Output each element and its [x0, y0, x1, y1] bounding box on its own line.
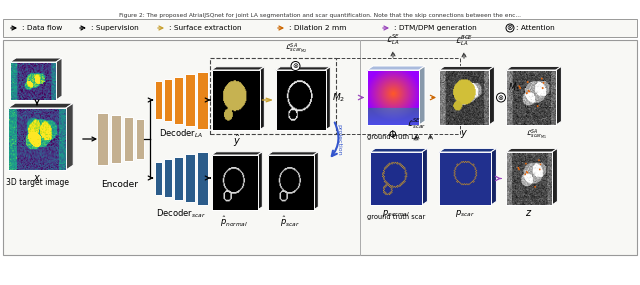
Polygon shape	[367, 66, 425, 70]
Text: $p_{normal}$: $p_{normal}$	[382, 208, 410, 219]
Bar	[196, 152, 207, 205]
Polygon shape	[56, 58, 62, 100]
Text: Decoder$_{scar}$: Decoder$_{scar}$	[156, 208, 206, 221]
Text: projection: projection	[337, 124, 342, 156]
Text: $\mathcal{L}^{SA}_{scar_{M1}}$: $\mathcal{L}^{SA}_{scar_{M1}}$	[525, 128, 547, 142]
Bar	[163, 79, 172, 121]
Text: $x$: $x$	[33, 173, 41, 183]
Text: ground truth scar: ground truth scar	[367, 214, 425, 220]
Bar	[3, 19, 637, 37]
Text: $\Phi$: $\Phi$	[388, 128, 397, 140]
Text: $\otimes$: $\otimes$	[497, 93, 504, 102]
Bar	[173, 76, 182, 123]
Bar	[136, 119, 143, 159]
Text: : Surface extraction: : Surface extraction	[169, 25, 242, 31]
Text: $p_{scar}$: $p_{scar}$	[455, 208, 475, 219]
Polygon shape	[211, 152, 262, 155]
Text: $\otimes$: $\otimes$	[292, 62, 299, 70]
Polygon shape	[10, 58, 62, 62]
Polygon shape	[439, 148, 497, 152]
Text: : DTM/DPM generation: : DTM/DPM generation	[394, 25, 477, 31]
Text: : Supervision: : Supervision	[91, 25, 139, 31]
Polygon shape	[556, 66, 561, 125]
Text: $\mathcal{L}^{BCE}_{LA}$: $\mathcal{L}^{BCE}_{LA}$	[455, 33, 473, 48]
Text: Decoder$_{LA}$: Decoder$_{LA}$	[159, 128, 203, 141]
Bar	[154, 81, 161, 119]
Polygon shape	[257, 152, 262, 210]
Bar	[196, 72, 207, 129]
Polygon shape	[506, 148, 557, 152]
Text: : Attention: : Attention	[516, 25, 555, 31]
Text: $\hat{p}_{scar}$: $\hat{p}_{scar}$	[280, 214, 301, 229]
Bar	[97, 113, 108, 165]
Bar	[184, 154, 195, 202]
Text: 3D target image: 3D target image	[6, 178, 68, 187]
Text: : Dilation 2 mm: : Dilation 2 mm	[289, 25, 346, 31]
Bar	[124, 117, 132, 161]
Polygon shape	[370, 148, 428, 152]
Text: $y$: $y$	[460, 128, 468, 140]
Polygon shape	[275, 67, 330, 70]
Polygon shape	[326, 67, 330, 130]
Circle shape	[291, 62, 300, 70]
Bar	[209, 58, 335, 134]
Text: $M_1$: $M_1$	[508, 81, 520, 93]
Text: $\otimes$: $\otimes$	[506, 23, 514, 32]
Polygon shape	[314, 152, 318, 210]
Text: $\mathcal{L}^{SE}_{LA}$: $\mathcal{L}^{SE}_{LA}$	[386, 32, 400, 47]
Circle shape	[497, 93, 506, 102]
Text: Figure 2: The proposed AtrialJSQnet for joint LA segmentation and scar quantific: Figure 2: The proposed AtrialJSQnet for …	[119, 13, 521, 17]
Polygon shape	[419, 66, 425, 125]
Polygon shape	[491, 148, 497, 205]
Polygon shape	[439, 66, 494, 70]
Bar	[3, 40, 637, 255]
Text: ground truth LA: ground truth LA	[367, 134, 419, 140]
Polygon shape	[8, 103, 73, 108]
Polygon shape	[259, 67, 264, 130]
Text: $\hat{y}$: $\hat{y}$	[234, 133, 241, 149]
Text: $M_2$: $M_2$	[332, 92, 345, 104]
Bar	[173, 156, 182, 199]
Bar	[111, 115, 120, 163]
Text: $\mathcal{L}^{SA}_{scar_{M2}}$: $\mathcal{L}^{SA}_{scar_{M2}}$	[285, 42, 307, 56]
Bar	[184, 74, 195, 126]
Polygon shape	[268, 152, 318, 155]
Text: : Data flow: : Data flow	[22, 25, 62, 31]
Text: $z$: $z$	[525, 208, 532, 218]
Polygon shape	[66, 103, 73, 170]
Polygon shape	[552, 148, 557, 205]
Bar	[154, 162, 161, 194]
Text: $\mathcal{L}^{SE}_{scar}$: $\mathcal{L}^{SE}_{scar}$	[406, 116, 426, 131]
Circle shape	[506, 24, 514, 32]
Polygon shape	[422, 148, 428, 205]
Text: Encoder: Encoder	[102, 180, 138, 189]
Polygon shape	[211, 67, 264, 70]
Polygon shape	[506, 66, 561, 70]
Bar	[163, 159, 172, 197]
Text: $\hat{p}_{normal}$: $\hat{p}_{normal}$	[220, 214, 248, 229]
Polygon shape	[489, 66, 494, 125]
